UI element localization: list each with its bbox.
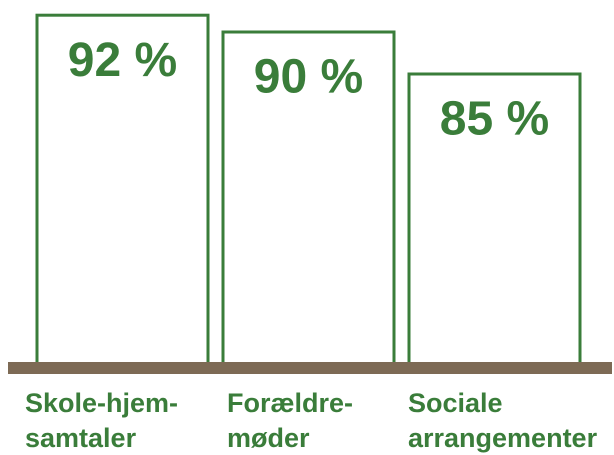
bar	[221, 30, 396, 370]
category-label: Forældre-møder	[227, 388, 354, 453]
value-label: 85 %	[440, 93, 549, 146]
value-label: 90 %	[254, 51, 363, 104]
category-label: Sociale arrangementer	[408, 388, 598, 453]
value-label: 92 %	[68, 34, 177, 87]
category-label: Skole-hjem-samtaler	[25, 388, 179, 453]
bar	[407, 72, 582, 370]
ground	[8, 362, 612, 374]
bar	[35, 13, 210, 370]
